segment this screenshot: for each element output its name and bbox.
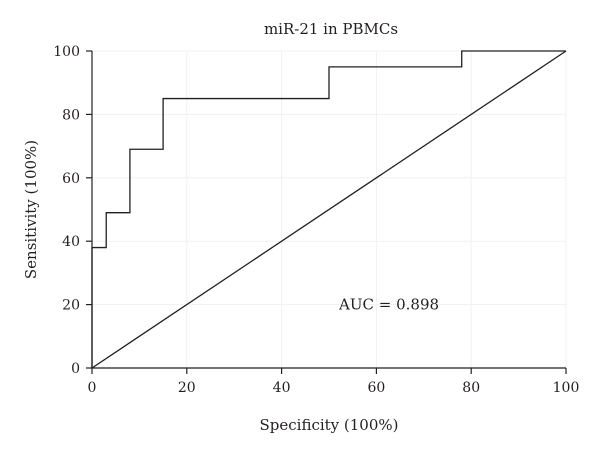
y-tick-label: 80 bbox=[62, 107, 80, 123]
axes bbox=[91, 51, 566, 369]
y-axis-label: Sensitivity (100%) bbox=[22, 140, 40, 279]
y-tick-label: 20 bbox=[62, 298, 80, 314]
auc-annotation: AUC = 0.898 bbox=[338, 296, 439, 314]
x-tick-label: 20 bbox=[178, 380, 196, 396]
x-tick-label: 60 bbox=[367, 380, 385, 396]
x-tick-label: 0 bbox=[88, 380, 97, 396]
x-tick-label: 100 bbox=[553, 380, 580, 396]
chart-title: miR-21 in PBMCs bbox=[264, 20, 398, 38]
y-tick-label: 100 bbox=[53, 44, 80, 60]
x-axis-label: Specificity (100%) bbox=[259, 416, 398, 434]
x-tick-label: 40 bbox=[273, 380, 291, 396]
x-tick-label: 80 bbox=[462, 380, 480, 396]
reference-diagonal bbox=[91, 50, 567, 369]
plot-area bbox=[91, 50, 567, 369]
roc-curve bbox=[91, 50, 566, 368]
y-tick-label: 60 bbox=[62, 171, 80, 187]
y-tick-label: 40 bbox=[62, 234, 80, 250]
y-tick-label: 0 bbox=[71, 361, 80, 377]
tick-marks: 0 20 40 60 80 100 0 20 40 60 80 100 bbox=[53, 44, 579, 396]
